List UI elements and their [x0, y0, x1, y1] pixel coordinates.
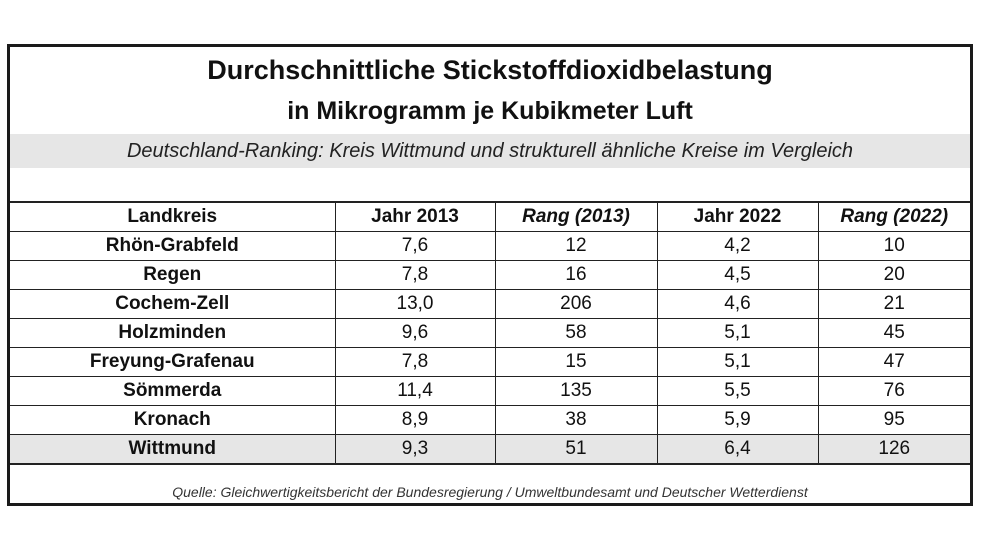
cell-jahr-2013: 7,6	[334, 231, 496, 261]
cell-rang-2022: 45	[817, 318, 970, 348]
table-row: Holzminden 9,6 58 5,1 45	[10, 318, 970, 348]
cell-jahr-2013: 7,8	[334, 347, 496, 377]
table-row-highlighted: Wittmund 9,3 51 6,4 126	[10, 434, 970, 465]
cell-jahr-2022: 5,1	[656, 318, 819, 348]
cell-rang-2013: 16	[494, 260, 658, 290]
table-row: Cochem-Zell 13,0 206 4,6 21	[10, 289, 970, 319]
cell-landkreis: Rhön-Grabfeld	[10, 231, 336, 261]
table-row: Sömmerda 11,4 135 5,5 76	[10, 376, 970, 406]
cell-landkreis: Kronach	[10, 405, 336, 435]
header-row: Landkreis Jahr 2013 Rang (2013) Jahr 202…	[10, 201, 970, 232]
title-line-1: Durchschnittliche Stickstoffdioxidbelast…	[207, 55, 773, 85]
table-row: Kronach 8,9 38 5,9 95	[10, 405, 970, 435]
table-row: Rhön-Grabfeld 7,6 12 4,2 10	[10, 231, 970, 261]
cell-jahr-2022: 5,1	[656, 347, 819, 377]
cell-rang-2013: 51	[494, 434, 658, 465]
data-table: Landkreis Jahr 2013 Rang (2013) Jahr 202…	[10, 201, 970, 465]
column-header-rang-2022: Rang (2022)	[817, 201, 970, 232]
cell-jahr-2022: 5,5	[656, 376, 819, 406]
column-header-rang-2013: Rang (2013)	[494, 201, 658, 232]
column-header-jahr-2022: Jahr 2022	[656, 201, 819, 232]
cell-rang-2022: 21	[817, 289, 970, 319]
cell-jahr-2013: 9,6	[334, 318, 496, 348]
table-frame: Durchschnittliche Stickstoffdioxidbelast…	[7, 44, 973, 506]
cell-jahr-2013: 7,8	[334, 260, 496, 290]
cell-landkreis: Holzminden	[10, 318, 336, 348]
cell-landkreis: Sömmerda	[10, 376, 336, 406]
cell-rang-2022: 10	[817, 231, 970, 261]
cell-landkreis: Freyung-Grafenau	[10, 347, 336, 377]
cell-landkreis: Cochem-Zell	[10, 289, 336, 319]
cell-rang-2022: 47	[817, 347, 970, 377]
subtitle: Deutschland-Ranking: Kreis Wittmund und …	[10, 134, 970, 168]
cell-rang-2013: 206	[494, 289, 658, 319]
cell-jahr-2013: 11,4	[334, 376, 496, 406]
column-header-jahr-2013: Jahr 2013	[334, 201, 496, 232]
column-header-landkreis: Landkreis	[10, 201, 336, 232]
cell-rang-2022: 76	[817, 376, 970, 406]
table-row: Regen 7,8 16 4,5 20	[10, 260, 970, 290]
cell-jahr-2013: 13,0	[334, 289, 496, 319]
cell-jahr-2022: 4,5	[656, 260, 819, 290]
cell-jahr-2013: 9,3	[334, 434, 496, 465]
cell-rang-2022: 20	[817, 260, 970, 290]
source-note: Quelle: Gleichwertigkeitsbericht der Bun…	[172, 484, 808, 500]
cell-jahr-2022: 5,9	[656, 405, 819, 435]
cell-jahr-2022: 6,4	[656, 434, 819, 465]
title-line-2: in Mikrogramm je Kubikmeter Luft	[287, 97, 693, 125]
cell-rang-2022: 95	[817, 405, 970, 435]
cell-rang-2013: 38	[494, 405, 658, 435]
cell-rang-2013: 15	[494, 347, 658, 377]
cell-landkreis: Wittmund	[10, 434, 336, 465]
cell-landkreis: Regen	[10, 260, 336, 290]
cell-jahr-2022: 4,6	[656, 289, 819, 319]
cell-jahr-2022: 4,2	[656, 231, 819, 261]
cell-jahr-2013: 8,9	[334, 405, 496, 435]
cell-rang-2013: 58	[494, 318, 658, 348]
cell-rang-2013: 12	[494, 231, 658, 261]
cell-rang-2022: 126	[817, 434, 970, 465]
table-row: Freyung-Grafenau 7,8 15 5,1 47	[10, 347, 970, 377]
cell-rang-2013: 135	[494, 376, 658, 406]
